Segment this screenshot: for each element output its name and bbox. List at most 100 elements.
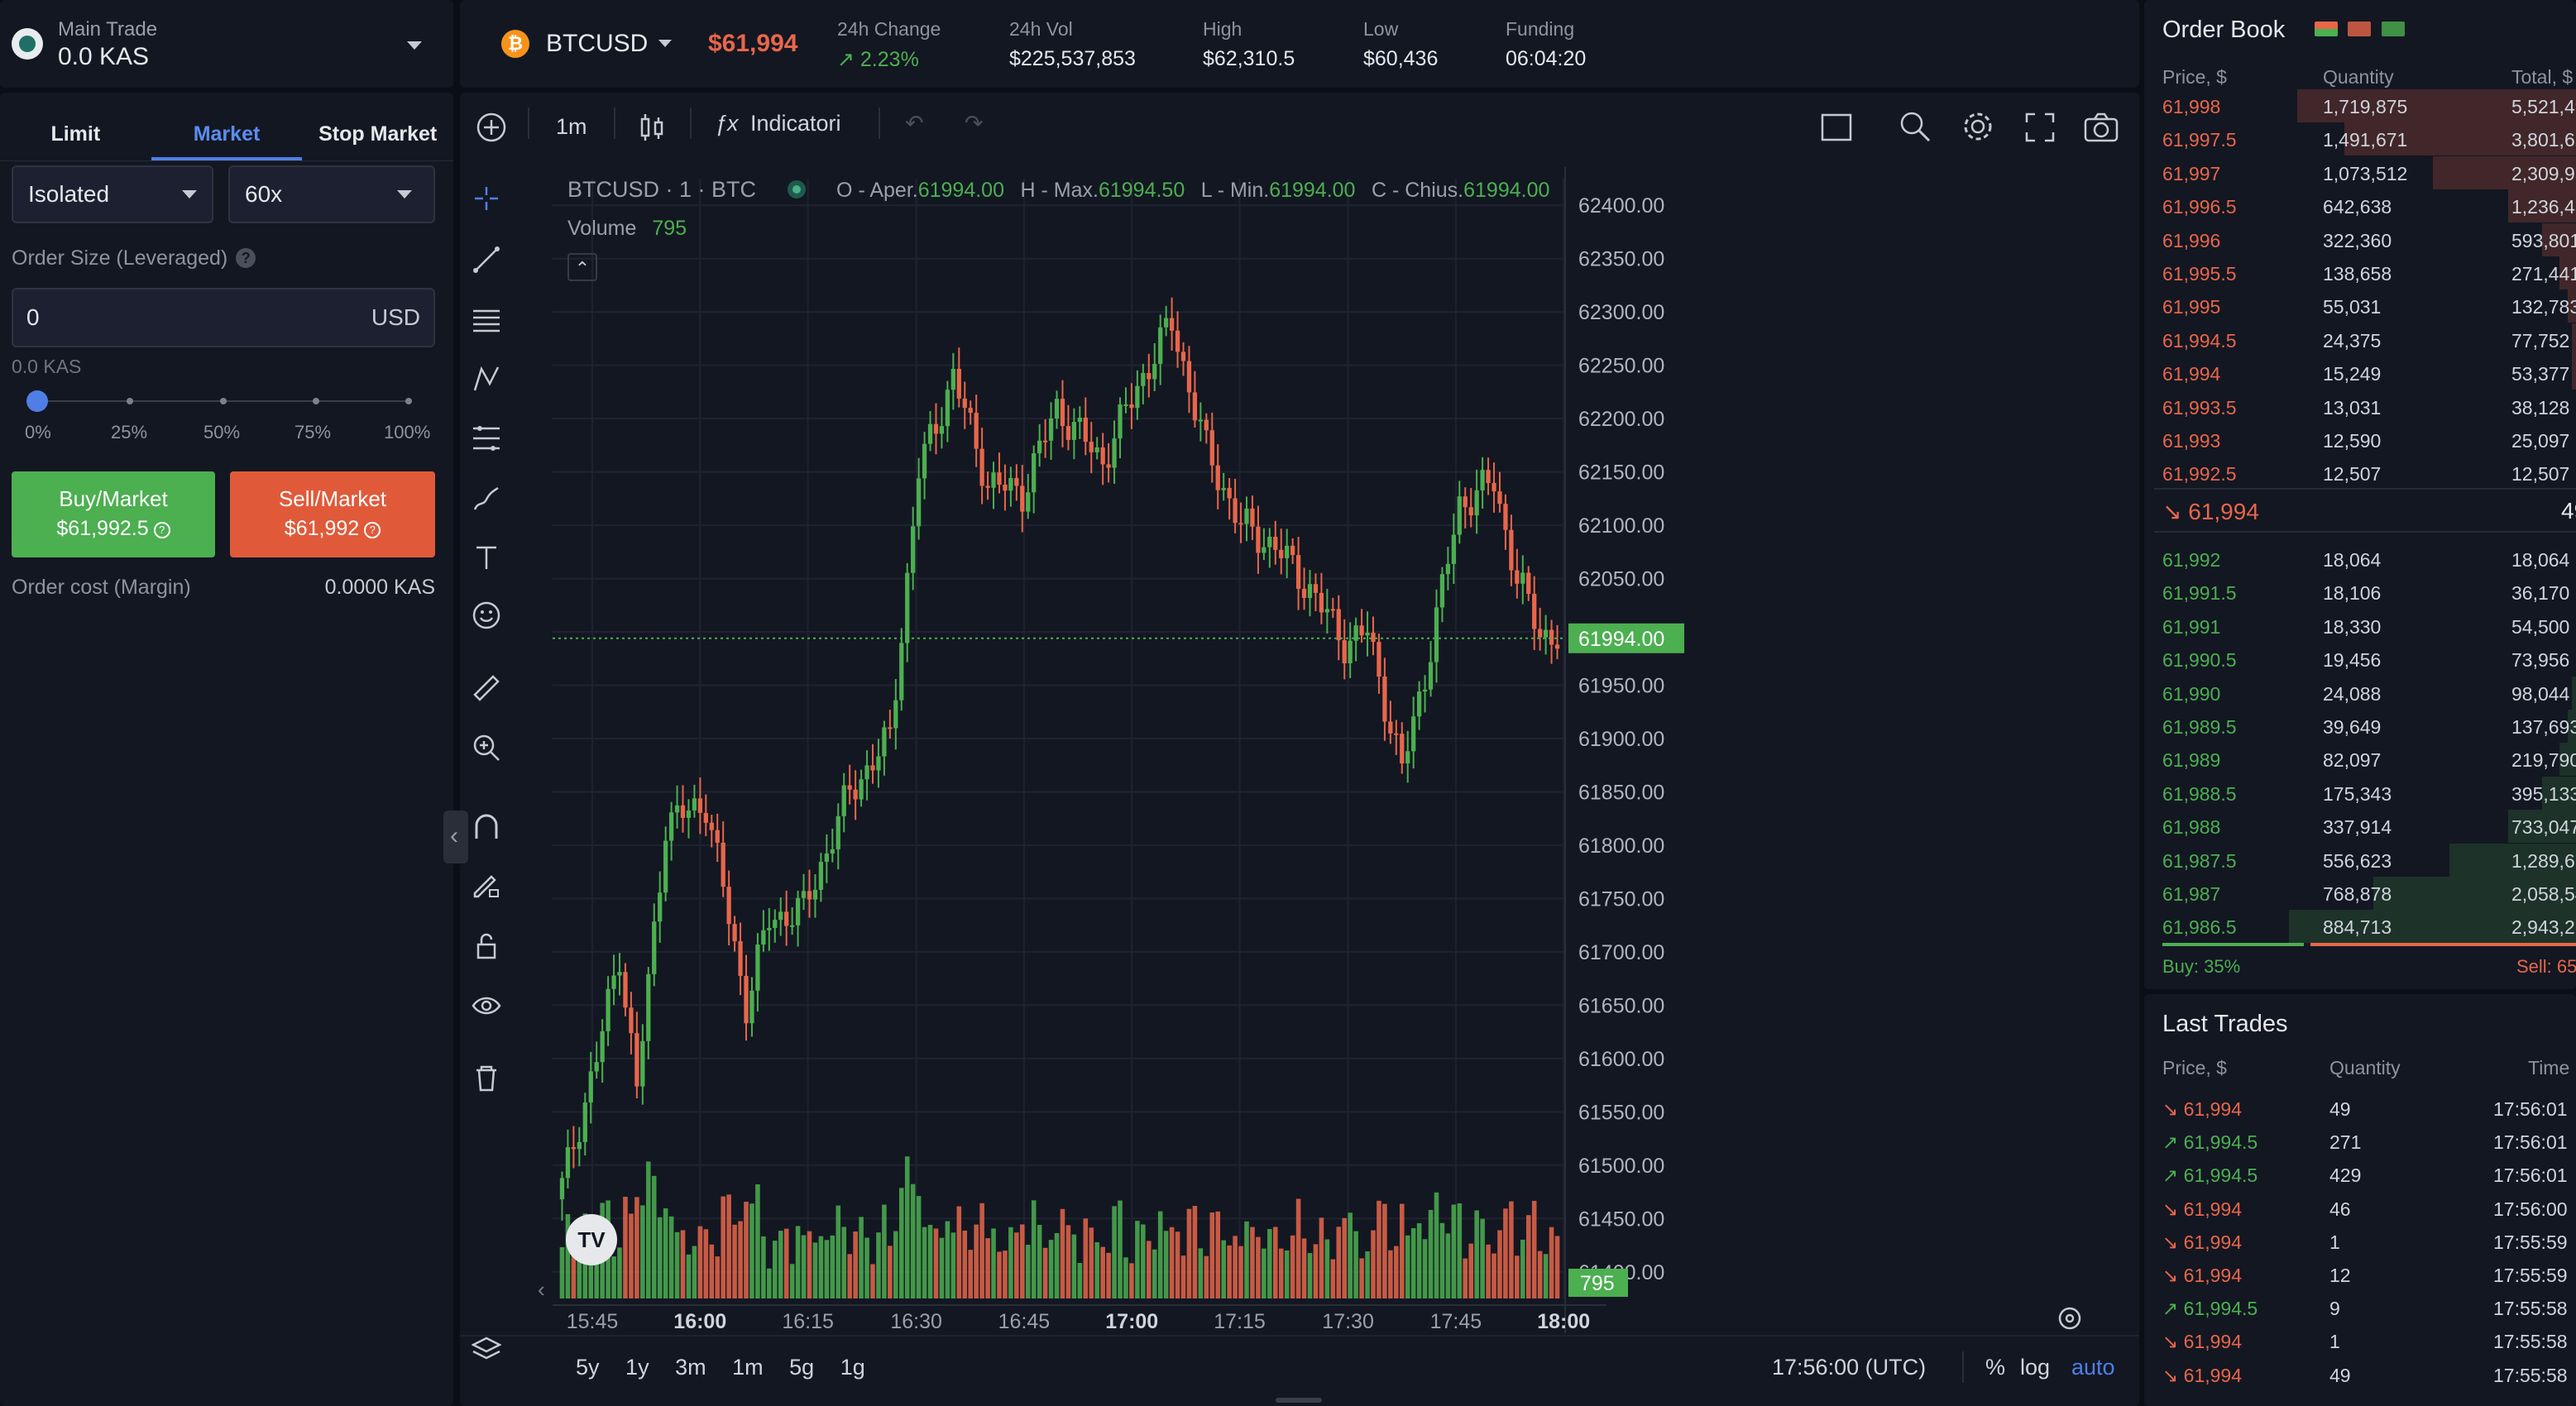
resize-handle[interactable] [1276, 1398, 1322, 1403]
slider-handle[interactable] [26, 390, 48, 412]
order-book-row[interactable]: 61,998 1,719,875 5,521,497 [2154, 89, 2576, 122]
order-book-row[interactable]: 61,989.5 39,649 137,693 [2154, 710, 2576, 743]
eye-icon[interactable] [472, 991, 501, 1021]
range-3m[interactable]: 3m [675, 1355, 706, 1380]
range-5y[interactable]: 5y [576, 1355, 600, 1380]
view-bids-icon[interactable] [2381, 22, 2405, 36]
candle-body [1532, 593, 1537, 629]
interval-button[interactable]: 1m [556, 114, 587, 139]
order-book-row[interactable]: 61,992 18,064 18,064 [2154, 543, 2576, 576]
range-1g[interactable]: 1g [840, 1355, 865, 1380]
tab-limit[interactable]: Limit [50, 122, 101, 146]
fibonacci-icon[interactable] [472, 423, 501, 453]
ruler-icon[interactable] [472, 673, 501, 703]
trade-time: 17:56:01 [2493, 1164, 2568, 1187]
order-book-row[interactable]: 61,997 1,073,512 2,309,951 [2154, 155, 2576, 189]
crosshair-icon[interactable] [472, 184, 501, 213]
margin-mode-select[interactable]: Isolated [12, 165, 213, 223]
order-book-row[interactable]: 61,990.5 19,456 73,956 [2154, 643, 2576, 676]
candle-body [773, 920, 778, 928]
order-book-row[interactable]: 61,996.5 642,638 1,236,439 [2154, 189, 2576, 223]
order-book-row[interactable]: 61,990 24,088 98,044 [2154, 676, 2576, 710]
candle-body [692, 798, 697, 811]
order-book-row[interactable]: 61,993.5 13,031 38,128 [2154, 390, 2576, 423]
undo-icon[interactable]: ↶ [905, 111, 924, 136]
help-icon[interactable]: ? [153, 522, 170, 538]
trash-icon[interactable] [472, 1064, 501, 1093]
account-selector[interactable]: Main Trade 0.0 KAS [0, 0, 453, 88]
candle-body [864, 765, 869, 780]
log-scale-button[interactable]: log [2020, 1355, 2051, 1380]
emoji-icon[interactable] [472, 600, 501, 630]
tradingview-logo-icon[interactable]: TV [566, 1214, 617, 1265]
percent-scale-button[interactable]: % [1985, 1355, 2006, 1380]
range-1y[interactable]: 1y [625, 1355, 649, 1380]
tab-stop-market[interactable]: Stop Market [318, 122, 438, 146]
view-asks-icon[interactable] [2348, 22, 2372, 36]
tab-market[interactable]: Market [151, 108, 303, 160]
trend-line-icon[interactable] [472, 245, 501, 275]
order-book-row[interactable]: 61,988 337,914 733,047 [2154, 810, 2576, 844]
pencil-lock-icon[interactable] [472, 870, 501, 900]
order-book-row[interactable]: 61,994 15,249 53,377 [2154, 356, 2576, 390]
leverage-select[interactable]: 60x [228, 165, 435, 223]
text-tool-icon[interactable] [472, 543, 501, 572]
order-size-field[interactable]: USD [12, 288, 435, 347]
settings-gear-icon[interactable] [1961, 109, 1995, 144]
order-book-row[interactable]: 61,994.5 24,375 77,752 [2154, 323, 2576, 356]
chevron-down-icon[interactable] [658, 40, 672, 47]
slider-tick[interactable] [127, 398, 133, 404]
zoom-in-icon[interactable] [472, 733, 501, 763]
chart-time[interactable]: 17:56:00 (UTC) [1772, 1355, 1927, 1380]
auto-scale-button[interactable]: auto [2071, 1355, 2115, 1380]
order-book-row[interactable]: 61,987 768,878 2,058,548 [2154, 877, 2576, 910]
order-book: Order Book Price, $ Quantity Total, $ 61… [2144, 0, 2576, 989]
indicators-button[interactable]: ƒx Indicatori [715, 111, 841, 136]
range-1m[interactable]: 1m [732, 1355, 764, 1380]
range-5g[interactable]: 5g [789, 1355, 815, 1380]
chart-settings-icon[interactable] [2056, 1305, 2083, 1332]
order-book-row[interactable]: 61,995 55,031 132,783 [2154, 289, 2576, 323]
quick-search-icon[interactable] [1898, 109, 1932, 144]
scroll-left-icon[interactable]: ‹ [538, 1277, 545, 1302]
slider-tick[interactable] [220, 398, 227, 404]
trade-qty: 46 [2329, 1198, 2351, 1220]
buy-market-button[interactable]: Buy/Market $61,992.5? [12, 471, 215, 557]
order-book-row[interactable]: 61,987.5 556,623 1,289,670 [2154, 843, 2576, 877]
order-book-row[interactable]: 61,996 322,360 593,801 [2154, 222, 2576, 256]
candle-type-icon[interactable] [635, 111, 668, 144]
order-book-row[interactable]: 61,988.5 175,343 395,133 [2154, 776, 2576, 810]
order-book-row[interactable]: 61,991 18,330 54,500 [2154, 610, 2576, 643]
pattern-icon[interactable] [472, 364, 501, 394]
view-both-icon[interactable] [2315, 22, 2338, 36]
brush-icon[interactable] [472, 483, 501, 513]
order-book-row[interactable]: 61,986.5 884,713 2,943,261 [2154, 910, 2576, 944]
order-book-row[interactable]: 61,993 12,590 25,097 [2154, 423, 2576, 457]
redo-icon[interactable]: ↷ [965, 111, 984, 136]
symbol-name[interactable]: BTCUSD [546, 30, 649, 57]
help-icon[interactable]: ? [236, 248, 256, 268]
order-book-row[interactable]: 61,989 82,097 219,790 [2154, 743, 2576, 777]
sell-market-button[interactable]: Sell/Market $61,992? [230, 471, 435, 557]
magnet-icon[interactable] [472, 812, 501, 842]
order-book-row[interactable]: 61,992.5 12,507 12,507 [2154, 457, 2576, 490]
layout-icon[interactable] [1820, 112, 1853, 142]
chevron-down-icon[interactable] [407, 41, 422, 50]
order-book-row[interactable]: 61,997.5 1,491,671 3,801,622 [2154, 122, 2576, 156]
add-symbol-icon[interactable] [475, 111, 508, 144]
fullscreen-icon[interactable] [2023, 111, 2056, 144]
collapse-legend-button[interactable]: ⌃ [567, 253, 597, 281]
slider-tick[interactable] [313, 398, 319, 404]
order-size-input[interactable] [26, 304, 341, 331]
layers-icon[interactable] [472, 1335, 501, 1365]
camera-icon[interactable] [2083, 111, 2119, 144]
collapse-panel-button[interactable] [443, 811, 468, 863]
slider-tick[interactable] [405, 398, 412, 404]
price-chart[interactable]: 62400.00 62350.00 62300.00 62250.00 62200.00… [460, 93, 2139, 1406]
horizontal-lines-icon[interactable] [472, 304, 501, 334]
volume-bar [841, 1227, 847, 1298]
lock-icon[interactable] [472, 931, 501, 961]
order-book-row[interactable]: 61,991.5 18,106 36,170 [2154, 576, 2576, 609]
order-book-row[interactable]: 61,995.5 138,658 271,441 [2154, 256, 2576, 289]
help-icon[interactable]: ? [364, 522, 381, 538]
